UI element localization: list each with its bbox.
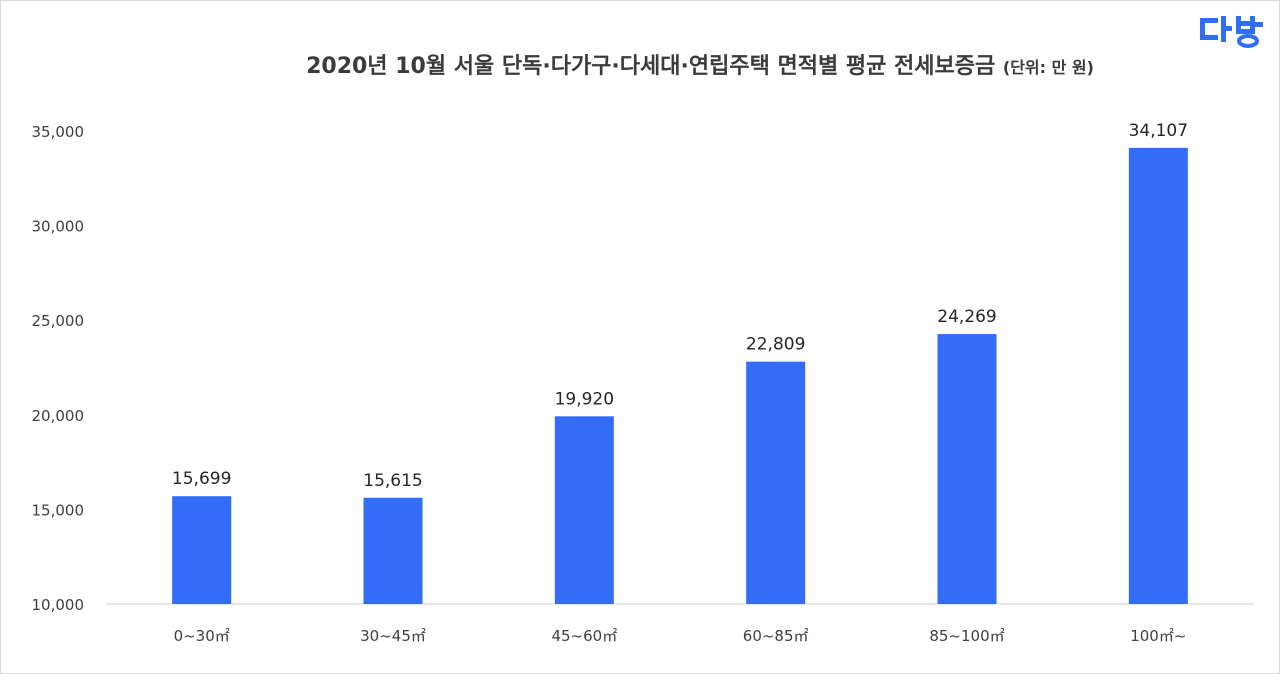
data-label: 22,809 bbox=[746, 335, 805, 355]
data-label: 15,615 bbox=[363, 471, 422, 491]
data-label: 24,269 bbox=[937, 307, 996, 327]
data-label: 34,107 bbox=[1129, 121, 1188, 141]
x-tick-label: 30~45㎡ bbox=[360, 627, 426, 645]
y-tick-label: 25,000 bbox=[32, 312, 85, 330]
x-tick-label: 85~100㎡ bbox=[929, 627, 1004, 645]
bar bbox=[1128, 147, 1188, 604]
data-label: 19,920 bbox=[555, 389, 614, 409]
y-tick-label: 15,000 bbox=[32, 501, 85, 519]
x-tick-label: 60~85㎡ bbox=[743, 627, 809, 645]
chart-title: 2020년 10월 서울 단독·다가구·다세대·연립주택 면적별 평균 전세보증… bbox=[0, 48, 1280, 80]
y-tick-label: 10,000 bbox=[32, 596, 85, 614]
x-tick-label: 0~30㎡ bbox=[174, 627, 230, 645]
data-label: 15,699 bbox=[172, 469, 231, 489]
unit-note: (단위: 만 원) bbox=[1002, 58, 1094, 77]
x-tick-label: 45~60㎡ bbox=[551, 627, 617, 645]
bar bbox=[554, 416, 614, 604]
chart-title-text: 2020년 10월 서울 단독·다가구·다세대·연립주택 면적별 평균 전세보증… bbox=[306, 54, 996, 79]
y-tick-label: 35,000 bbox=[32, 123, 85, 141]
bar bbox=[937, 334, 997, 604]
bar bbox=[172, 496, 232, 604]
x-tick-label: 100㎡~ bbox=[1130, 627, 1186, 645]
dabang-logo-icon bbox=[1198, 14, 1268, 52]
bar bbox=[363, 497, 423, 604]
bar bbox=[746, 361, 806, 604]
y-tick-label: 20,000 bbox=[32, 407, 85, 425]
y-tick-label: 30,000 bbox=[32, 218, 85, 236]
